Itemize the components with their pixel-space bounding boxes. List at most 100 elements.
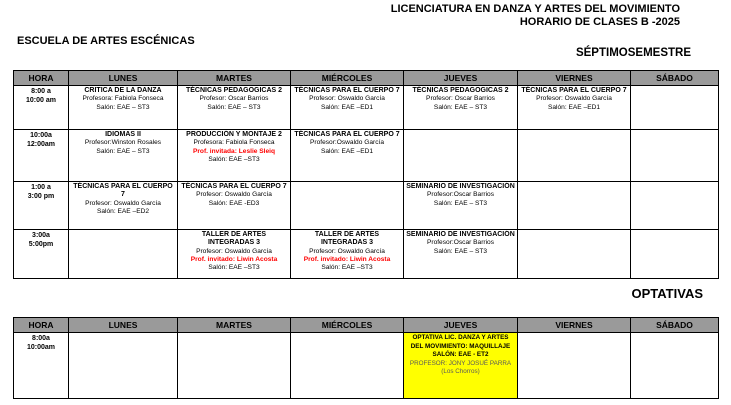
invited-professor-line: Prof. invitado: Liwin Acosta (190, 256, 278, 264)
class-cell: TÉCNICAS PEDAGOGICAS 2 Profesor: Oscar Ba… (403, 85, 518, 130)
empty-cell (517, 229, 631, 279)
time-text: 8:00a (32, 335, 50, 342)
class-title: TÉCNICAS PEDAGOGICAS 2 (412, 87, 509, 94)
time-text: 3:00 pm (27, 193, 55, 201)
time-cell: 1:00 a 3:00 pm (13, 181, 69, 230)
class-detail: Profesor: Oswaldo García (196, 191, 272, 199)
empty-cell (68, 229, 178, 279)
time-text: 5:00pm (28, 241, 54, 249)
class-title: TÉCNICAS PEDAGOGICAS 2 (185, 87, 283, 94)
empty-cell (517, 332, 631, 399)
empty-cell (630, 332, 719, 399)
class-detail: Profesor:Oscar Barrios (426, 239, 495, 247)
time-text: 10:00am (26, 344, 56, 352)
class-title: SEMINARIO DE INVESTIGACIÓN (406, 231, 515, 238)
column-header-hora: HORA (13, 70, 69, 86)
empty-cell (68, 332, 178, 399)
class-detail: Salón: EAE –ED1 (320, 103, 374, 111)
class-detail: Salón: EAE –ST3 (208, 264, 260, 272)
optativas-table: HORA LUNES MARTES MIÉRCOLES JUEVES VIERNES SÁB… (13, 317, 719, 399)
class-detail: Salón: EAE – ST3 (433, 103, 488, 111)
column-header-martes: MARTES (177, 317, 291, 333)
time-text: 10:00 am (26, 97, 56, 105)
class-detail: Salón: EAE –ST3 (208, 155, 260, 163)
class-title: OPTATIVA LIC. DANZA Y ARTES DEL MOVIMIEN… (410, 334, 511, 350)
class-title: TALLER DE ARTES INTEGRADAS 3 (201, 231, 267, 247)
class-title: IDIOMAS II (105, 131, 141, 138)
class-cell: PRODUCCIÓN Y MONTAJE 2 Profesora: Fabiola… (177, 129, 291, 182)
class-detail: Salón: EAE – ST3 (207, 103, 261, 111)
class-title: TÉCNICAS PARA EL CUERPO 7 (294, 131, 400, 138)
class-title: TÉCNICAS PARA EL CUERPO 7 (521, 87, 627, 94)
class-detail: Profesor: Oswaldo García (309, 247, 385, 255)
optativas-section-title: OPTATIVAS (631, 286, 704, 301)
class-detail: Salón: EAE – ST3 (433, 199, 488, 207)
class-detail: Profesor:Oswaldo García (309, 139, 385, 147)
schedule-row: 1:00 a 3:00 pm TÉCNICAS PARA EL CUERPO 7 Pr… (13, 181, 719, 230)
time-text: 1:00 a (31, 184, 51, 191)
column-header-hora: HORA (13, 317, 69, 333)
class-detail: Profesor: Oswaldo García (536, 95, 612, 103)
empty-cell (630, 181, 719, 230)
school-name: ESCUELA DE ARTES ESCÉNICAS (17, 35, 195, 47)
column-header-viernes: VIERNES (517, 70, 631, 86)
class-title: SALÓN: EAE - ET2 (432, 351, 489, 358)
class-detail: Salón: EAE –ED1 (547, 103, 601, 111)
column-header-jueves: JUEVES (403, 70, 518, 86)
class-title: TALLER DE ARTES INTEGRADAS 3 (314, 231, 380, 247)
main-schedule-table: HORA LUNES MARTES MIÉRCOLES JUEVES VIERNES SÁB… (13, 70, 719, 279)
class-cell: TALLER DE ARTES INTEGRADAS 3 Profesor: Os… (290, 229, 404, 279)
time-text: 10:00a (30, 132, 52, 139)
document-title-line1: LICENCIATURA EN DANZA Y ARTES DEL MOVIMI… (390, 3, 680, 15)
empty-cell (630, 85, 719, 130)
class-detail: Salón: EAE -ED3 (208, 199, 260, 207)
column-header-viernes: VIERNES (517, 317, 631, 333)
class-detail: Profesor: Oscar Barrios (199, 95, 269, 103)
class-cell: IDIOMAS II Profesor:Winston Rosales Salón:… (68, 129, 178, 182)
class-detail: Profesor: Oswaldo García (309, 95, 385, 103)
class-detail: Salón: EAE – ST3 (96, 103, 150, 111)
invited-professor-line: Prof. invitada: Leslie Sleiq (192, 147, 276, 155)
class-cell: TÉCNICAS PARA EL CUERPO 7 Profesor: Oswal… (68, 181, 178, 230)
empty-cell (177, 332, 291, 399)
time-text: 8:00 a (31, 88, 51, 95)
schedule-row: 10:00a 12:00am IDIOMAS II Profesor:Winston … (13, 129, 719, 182)
empty-cell (630, 129, 719, 182)
time-text: 12:00am (26, 141, 56, 149)
column-header-miercoles: MIÉRCOLES (290, 317, 404, 333)
class-detail: Profesor:Oscar Barrios (426, 191, 495, 199)
optativas-table-body: 8:00a 10:00am OPTATIVA LIC. DANZA Y ARTES … (13, 332, 719, 399)
empty-cell (403, 129, 518, 182)
optativa-class-cell: OPTATIVA LIC. DANZA Y ARTES DEL MOVIMIEN… (403, 332, 518, 399)
class-cell: TÉCNICAS PARA EL CUERPO 7 Profesor:Oswald… (290, 129, 404, 182)
empty-cell (517, 181, 631, 230)
class-cell: TÉCNICAS PARA EL CUERPO 7 Profesor: Oswal… (290, 85, 404, 130)
class-detail: Profesor:Winston Rosales (84, 139, 162, 147)
class-detail: Salón: EAE –ED2 (96, 208, 150, 216)
class-title: CRITICA DE LA DANZA (84, 87, 162, 94)
class-cell: TÉCNICAS PARA EL CUERPO 7 Profesor: Oswal… (177, 181, 291, 230)
class-detail: Salón: EAE – ST3 (433, 247, 488, 255)
class-cell: TALLER DE ARTES INTEGRADAS 3 Profesor: Os… (177, 229, 291, 279)
column-header-sabado: SÁBADO (630, 317, 719, 333)
time-cell: 3:00a 5:00pm (13, 229, 69, 279)
class-detail: (Los Chorros) (441, 368, 480, 375)
schedule-row: 8:00a 10:00am OPTATIVA LIC. DANZA Y ARTES … (13, 332, 719, 399)
column-header-lunes: LUNES (68, 70, 178, 86)
empty-cell (290, 181, 404, 230)
main-table-header: HORA LUNES MARTES MIÉRCOLES JUEVES VIERNES SÁB… (13, 70, 719, 86)
class-cell: SEMINARIO DE INVESTIGACIÓN Profesor:Oscar… (403, 229, 518, 279)
class-title: PRODUCCIÓN Y MONTAJE 2 (186, 131, 282, 138)
empty-cell (290, 332, 404, 399)
class-detail: Profesora: Fabiola Fonseca (193, 139, 275, 147)
time-cell: 10:00a 12:00am (13, 129, 69, 182)
class-detail: Salón: EAE –ST3 (321, 264, 373, 272)
class-title: TÉCNICAS PARA EL CUERPO 7 (181, 183, 287, 190)
column-header-sabado: SÁBADO (630, 70, 719, 86)
class-cell: CRITICA DE LA DANZA Profesora: Fabiola Fo… (68, 85, 178, 130)
semester-label: SÉPTIMOSEMESTRE (575, 47, 691, 59)
optativas-table-header: HORA LUNES MARTES MIÉRCOLES JUEVES VIERNES SÁB… (13, 317, 719, 333)
column-header-martes: MARTES (177, 70, 291, 86)
empty-cell (630, 229, 719, 279)
invited-professor-line: Prof. invitado: Liwin Acosta (303, 256, 391, 264)
